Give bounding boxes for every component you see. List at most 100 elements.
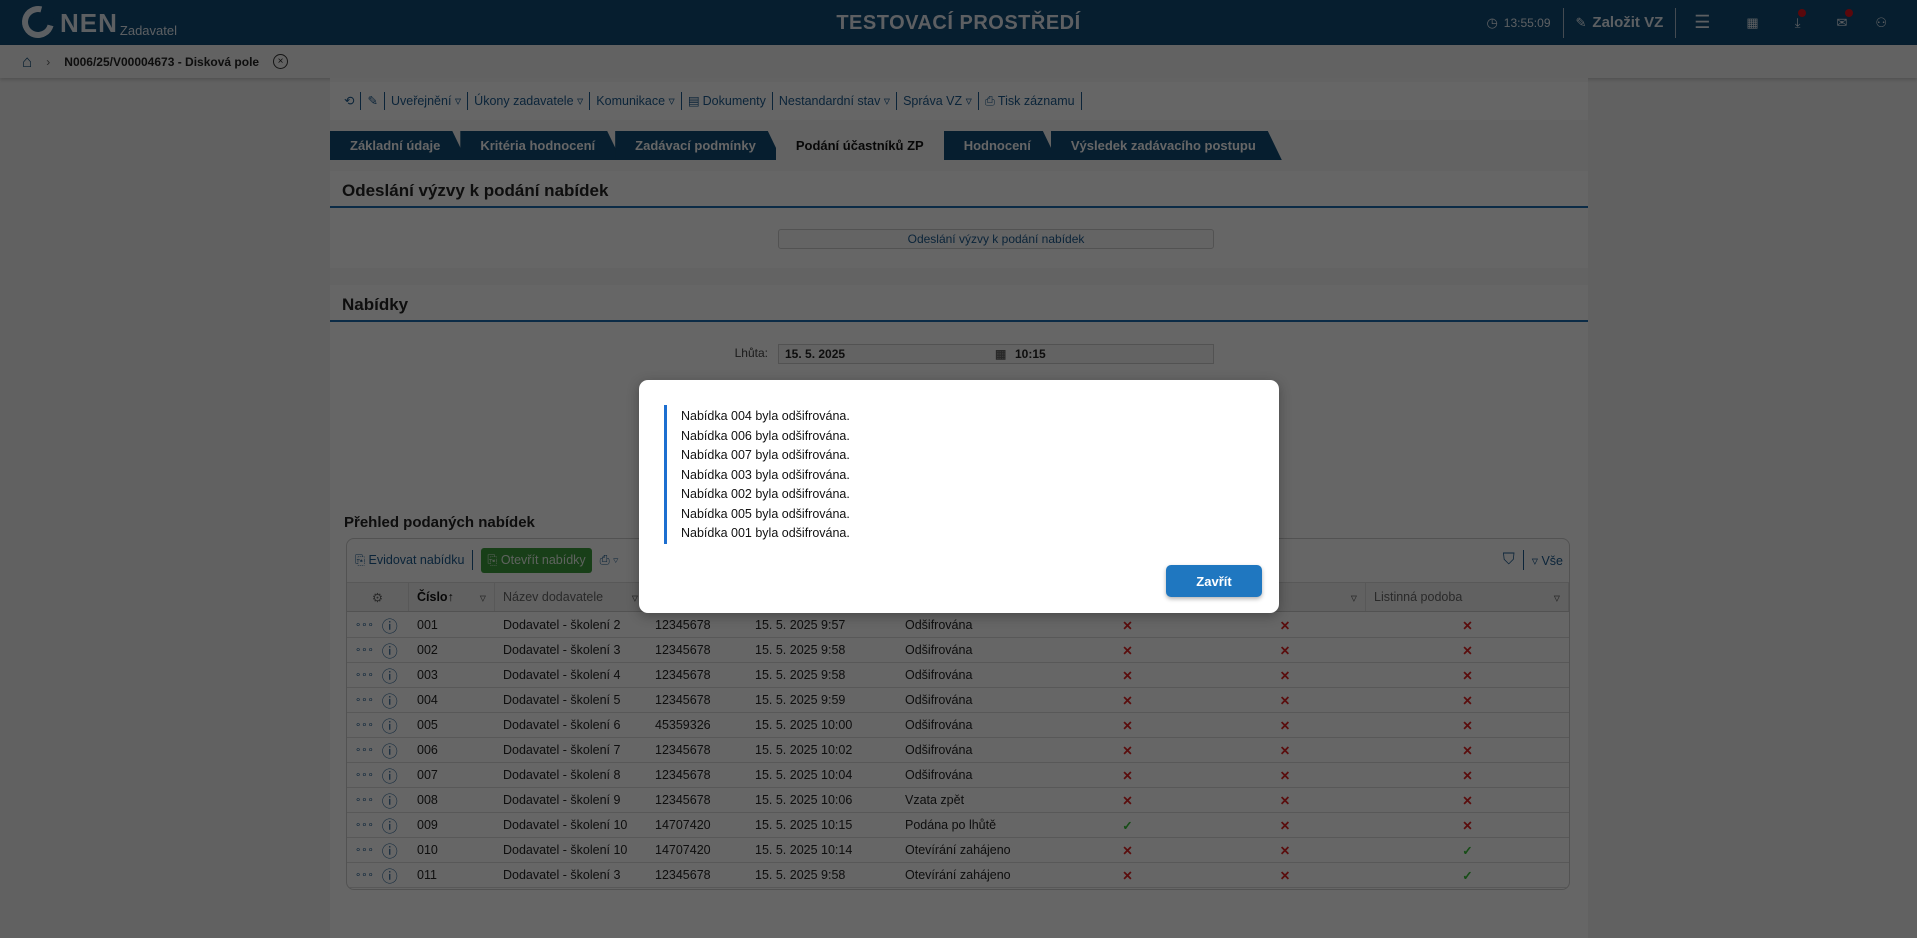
top-bar: NEN Zadavatel TESTOVACÍ PROSTŘEDÍ ◷ 13:55…	[0, 0, 1917, 45]
table-cell: ✕	[1051, 688, 1204, 712]
table-row[interactable]: ∘∘∘ ⓘ 007 Dodavatel - školení 8 12345678 15. …	[347, 763, 1569, 788]
table-row[interactable]: ∘∘∘ ⓘ 005 Dodavatel - školení 6 45359326 15. …	[347, 713, 1569, 738]
table-row[interactable]: ∘∘∘ ⓘ 001 Dodavatel - školení 2 12345678 15. …	[347, 613, 1569, 638]
breadcrumb-item[interactable]: N006/25/V00004673 - Disková pole	[64, 54, 260, 69]
column-filter-icon[interactable]: ▿	[479, 590, 486, 605]
toolbar-print[interactable]: ⎙ Tisk záznamu	[979, 92, 1082, 110]
table-cell: 15. 5. 2025 10:15	[755, 818, 853, 832]
register-offer-button[interactable]: ⎘ Evidovat nabídku	[355, 553, 464, 568]
table-cell: ✕	[1204, 863, 1366, 887]
table-row[interactable]: ∘∘∘ ⓘ 009 Dodavatel - školení 10 14707420 15.…	[347, 813, 1569, 838]
info-icon[interactable]: ⓘ	[381, 844, 398, 861]
close-button[interactable]: Zavřít	[1166, 565, 1262, 597]
more-options-icon[interactable]: ∘∘∘	[355, 794, 374, 806]
open-offers-button[interactable]: ⎘ Otevřít nabídky	[481, 547, 592, 573]
table-cell: 006	[417, 743, 438, 757]
tab-criteria[interactable]: Kritéria hodnocení	[460, 131, 621, 160]
info-icon[interactable]: ⓘ	[381, 819, 398, 836]
column-header-label: Číslo	[417, 590, 448, 604]
more-options-icon[interactable]: ∘∘∘	[355, 819, 374, 831]
info-icon[interactable]: ⓘ	[381, 744, 398, 761]
documents-label: Dokumenty	[702, 94, 766, 108]
nen-logo[interactable]: NEN Zadavatel	[16, 0, 177, 44]
sort-ascending-icon[interactable]: ↑	[447, 590, 454, 604]
more-options-icon[interactable]: ∘∘∘	[355, 869, 374, 881]
table-row[interactable]: ∘∘∘ ⓘ 011 Dodavatel - školení 3 12345678 15. …	[347, 863, 1569, 888]
table-row[interactable]: ∘∘∘ ⓘ 003 Dodavatel - školení 4 12345678 15. …	[347, 663, 1569, 688]
toolbar-actions[interactable]: Úkony zadavatele ▿	[468, 92, 591, 110]
calendar-icon[interactable]: ▦	[1746, 14, 1759, 30]
cross-icon: ✕	[1122, 793, 1133, 808]
column-header[interactable]: Listinná podoba ▿	[1366, 583, 1569, 611]
toolbar-documents[interactable]: ▤ Dokumenty	[682, 92, 773, 110]
info-icon[interactable]: ⓘ	[381, 644, 398, 661]
table-row[interactable]: ∘∘∘ ⓘ 002 Dodavatel - školení 3 12345678 15. …	[347, 638, 1569, 663]
column-header[interactable]: Číslo ↑ ▿	[409, 583, 495, 611]
cross-icon: ✕	[1462, 668, 1473, 683]
cross-icon: ✕	[1462, 618, 1473, 633]
more-options-icon[interactable]: ∘∘∘	[355, 844, 374, 856]
print-menu-icon[interactable]: ⎙ ▿	[599, 552, 619, 567]
more-options-icon[interactable]: ∘∘∘	[355, 719, 374, 731]
more-options-icon[interactable]: ∘∘∘	[355, 769, 374, 781]
table-cell: ✕	[1051, 713, 1204, 737]
info-icon[interactable]: ⓘ	[381, 769, 398, 786]
toolbar-nonstandard[interactable]: Nestandardní stav ▿	[773, 92, 898, 110]
table-cell: ✕	[1366, 613, 1569, 637]
row-actions: ∘∘∘ ⓘ	[347, 713, 409, 737]
more-options-icon[interactable]: ∘∘∘	[355, 644, 374, 656]
column-settings-button[interactable]: ⚙	[347, 583, 409, 611]
more-options-icon[interactable]: ∘∘∘	[355, 694, 374, 706]
column-filter-icon[interactable]: ▿	[1350, 590, 1357, 605]
row-actions: ∘∘∘ ⓘ	[347, 738, 409, 762]
toolbar-publication[interactable]: Uveřejnění ▿	[385, 92, 469, 110]
invite-section: Odeslání výzvy k podání nabídek	[330, 171, 1588, 268]
messages-button[interactable]: ✉	[1818, 8, 1865, 37]
table-cell: 004	[417, 693, 438, 707]
tab-evaluation[interactable]: Hodnocení	[944, 131, 1057, 160]
info-icon[interactable]: ⓘ	[381, 619, 398, 636]
tab-submissions[interactable]: Podání účastníků ZP	[776, 131, 950, 160]
table-cell: ✓	[1051, 813, 1204, 837]
toolbar-management[interactable]: Správa VZ ▿	[897, 92, 979, 110]
table-cell: ✕	[1051, 613, 1204, 637]
filter-all-label: Vše	[1541, 553, 1563, 568]
table-cell: Otevírání zahájeno	[905, 843, 1011, 857]
column-header[interactable]: Název dodavatele ▿	[495, 583, 647, 611]
info-icon[interactable]: ⓘ	[381, 794, 398, 811]
table-cell: 15. 5. 2025 9:58	[755, 668, 846, 682]
table-row[interactable]: ∘∘∘ ⓘ 004 Dodavatel - školení 5 12345678 15. …	[347, 688, 1569, 713]
more-options-icon[interactable]: ∘∘∘	[355, 619, 374, 631]
info-icon[interactable]: ⓘ	[381, 669, 398, 686]
tab-basic[interactable]: Základní údaje	[330, 131, 466, 160]
table-row[interactable]: ∘∘∘ ⓘ 008 Dodavatel - školení 9 12345678 15. …	[347, 788, 1569, 813]
calendar-icon[interactable]: ▦	[995, 347, 1007, 361]
toolbar-communication[interactable]: Komunikace ▿	[590, 92, 682, 110]
user-icon[interactable]: ⚇	[1875, 14, 1887, 30]
close-icon[interactable]: ×	[273, 54, 289, 69]
cross-icon: ✕	[1462, 768, 1473, 783]
table-row[interactable]: ∘∘∘ ⓘ 006 Dodavatel - školení 7 12345678 15. …	[347, 738, 1569, 763]
more-options-icon[interactable]: ∘∘∘	[355, 744, 374, 756]
refresh-icon[interactable]: ⟲	[338, 92, 362, 110]
edit-icon[interactable]: ✎	[361, 92, 385, 110]
deadline-field[interactable]: 15. 5. 2025 ▦ 10:15	[778, 344, 1214, 364]
home-icon[interactable]: ⌂	[22, 51, 33, 71]
send-invitation-button[interactable]: Odeslání výzvy k podání nabídek	[778, 229, 1214, 249]
table-row[interactable]: ∘∘∘ ⓘ 010 Dodavatel - školení 10 14707420 15.…	[347, 838, 1569, 863]
info-icon[interactable]: ⓘ	[381, 694, 398, 711]
info-icon[interactable]: ⓘ	[381, 869, 398, 886]
tab-conditions[interactable]: Zadávací podmínky	[615, 131, 782, 160]
column-filter-icon[interactable]: ▿	[631, 590, 638, 605]
cross-icon: ✕	[1122, 643, 1133, 658]
filter-all-dropdown[interactable]: ▿ Vše	[1531, 553, 1563, 568]
row-actions: ∘∘∘ ⓘ	[347, 788, 409, 812]
more-options-icon[interactable]: ∘∘∘	[355, 669, 374, 681]
filter-icon[interactable]: ⛉	[1502, 551, 1515, 568]
download-button[interactable]: ⤓	[1777, 8, 1819, 37]
create-vz-button[interactable]: ✎ Založit VZ	[1564, 9, 1676, 37]
info-icon[interactable]: ⓘ	[381, 719, 398, 736]
tab-result[interactable]: Výsledek zadávacího postupu	[1051, 131, 1282, 160]
column-filter-icon[interactable]: ▿	[1553, 590, 1560, 605]
menu-icon[interactable]: ☰	[1694, 12, 1711, 32]
